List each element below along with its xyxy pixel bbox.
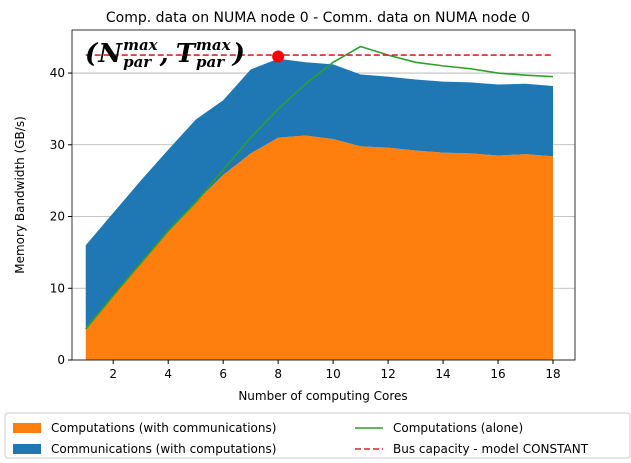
chart-title: Comp. data on NUMA node 0 - Comm. data o… bbox=[106, 10, 530, 26]
annotation: , bbox=[159, 39, 169, 69]
y-tick-label: 0 bbox=[57, 353, 65, 367]
x-tick-label: 2 bbox=[109, 367, 117, 381]
legend-label: Bus capacity - model CONSTANT bbox=[393, 442, 589, 456]
area bbox=[85, 135, 554, 360]
annotation: par bbox=[123, 53, 152, 71]
area bbox=[85, 58, 554, 328]
plot-frame bbox=[71, 29, 576, 361]
x-tick-label: 18 bbox=[545, 367, 560, 381]
annotation: ( bbox=[85, 39, 99, 69]
y-tick-label: 10 bbox=[50, 281, 65, 295]
y-tick-label: 40 bbox=[50, 66, 65, 80]
legend-swatch bbox=[13, 444, 41, 454]
line bbox=[85, 45, 554, 330]
legend-swatch bbox=[13, 423, 41, 433]
legend-label: Communications (with computations) bbox=[51, 442, 276, 456]
y-tick-label: 30 bbox=[50, 138, 65, 152]
legend-label: Computations (alone) bbox=[393, 421, 523, 435]
x-tick-label: 12 bbox=[380, 367, 395, 381]
annotation: max bbox=[123, 36, 159, 54]
x-tick-label: 6 bbox=[219, 367, 227, 381]
annotation: ) bbox=[232, 39, 245, 69]
annotation: T bbox=[176, 39, 197, 69]
x-tick-label: 10 bbox=[325, 367, 340, 381]
annotation: par bbox=[196, 53, 225, 71]
marker-point bbox=[272, 50, 285, 63]
x-tick-label: 14 bbox=[435, 367, 450, 381]
legend-label: Computations (with communications) bbox=[51, 421, 276, 435]
annotation: N bbox=[97, 39, 123, 69]
x-tick-label: 8 bbox=[274, 367, 282, 381]
annotation: max bbox=[196, 36, 232, 54]
y-tick-label: 20 bbox=[50, 210, 65, 224]
x-tick-label: 4 bbox=[164, 367, 172, 381]
y-axis-label: Memory Bandwidth (GB/s) bbox=[13, 116, 27, 274]
legend-box bbox=[4, 412, 631, 459]
x-axis-label: Number of computing Cores bbox=[238, 389, 407, 403]
x-tick-label: 16 bbox=[490, 367, 505, 381]
